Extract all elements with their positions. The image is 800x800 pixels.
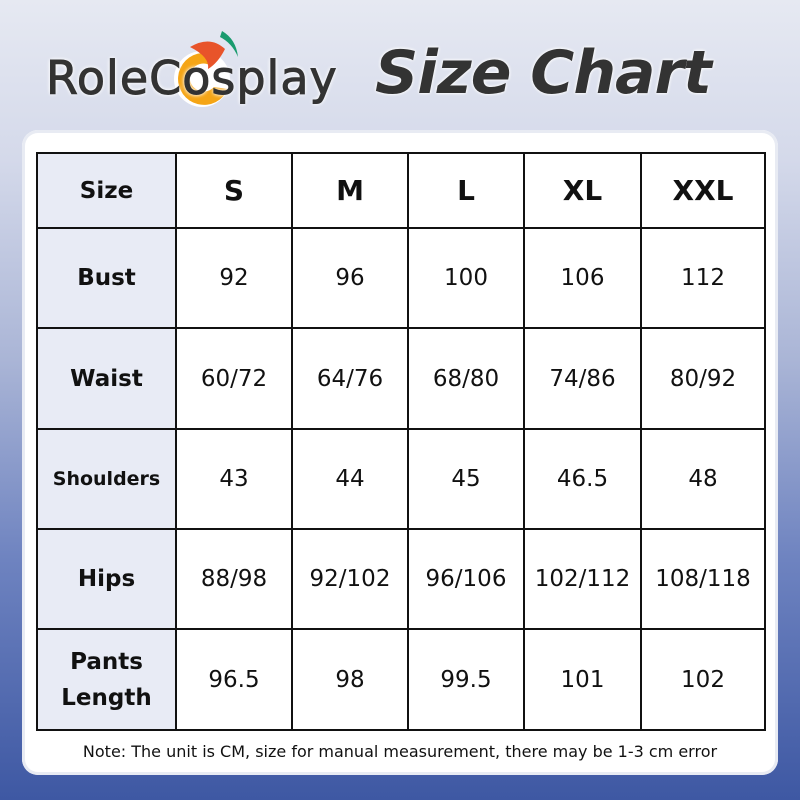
- table-row: Hips 88/98 92/102 96/106 102/112 108/118: [36, 528, 766, 630]
- cell: 88/98: [175, 528, 293, 630]
- row-label: Bust: [36, 227, 177, 329]
- cell: 45: [407, 428, 525, 530]
- cell: 102: [640, 628, 766, 731]
- cell: 64/76: [291, 327, 409, 430]
- cell: 101: [523, 628, 642, 731]
- cell: 43: [175, 428, 293, 530]
- size-header: L: [407, 152, 525, 229]
- cell: 99.5: [407, 628, 525, 731]
- size-header-row: Size S M L XL XXL: [36, 152, 766, 229]
- row-label: Shoulders: [36, 428, 177, 530]
- cell: 80/92: [640, 327, 766, 430]
- corner-cell: Size: [36, 152, 177, 229]
- cell: 96: [291, 227, 409, 329]
- table-row: Pants Length 96.5 98 99.5 101 102: [36, 628, 766, 731]
- row-label: Pants Length: [36, 628, 177, 731]
- cell: 112: [640, 227, 766, 329]
- size-header: S: [175, 152, 293, 229]
- logo-text: RoleCosplay: [46, 51, 338, 106]
- rolecosplay-logo: RoleCosplay: [40, 15, 370, 115]
- size-header: XXL: [640, 152, 766, 229]
- size-table: Size S M L XL XXL Bust 92 96 100 106 112…: [36, 152, 766, 731]
- size-header: XL: [523, 152, 642, 229]
- cell: 60/72: [175, 327, 293, 430]
- cell: 74/86: [523, 327, 642, 430]
- header: RoleCosplay Size Chart: [0, 0, 800, 128]
- table-row: Shoulders 43 44 45 46.5 48: [36, 428, 766, 530]
- page-title: Size Chart: [375, 38, 712, 108]
- cell: 108/118: [640, 528, 766, 630]
- cell: 96/106: [407, 528, 525, 630]
- row-label: Hips: [36, 528, 177, 630]
- cell: 106: [523, 227, 642, 329]
- cell: 100: [407, 227, 525, 329]
- measurement-note: Note: The unit is CM, size for manual me…: [82, 742, 718, 761]
- table-row: Waist 60/72 64/76 68/80 74/86 80/92: [36, 327, 766, 430]
- cell: 98: [291, 628, 409, 731]
- cell: 102/112: [523, 528, 642, 630]
- table-row: Bust 92 96 100 106 112: [36, 227, 766, 329]
- cell: 92: [175, 227, 293, 329]
- size-header: M: [291, 152, 409, 229]
- cell: 44: [291, 428, 409, 530]
- cell: 96.5: [175, 628, 293, 731]
- orange-logo-icon: [174, 31, 238, 107]
- row-label: Waist: [36, 327, 177, 430]
- cell: 92/102: [291, 528, 409, 630]
- cell: 46.5: [523, 428, 642, 530]
- cell: 68/80: [407, 327, 525, 430]
- cell: 48: [640, 428, 766, 530]
